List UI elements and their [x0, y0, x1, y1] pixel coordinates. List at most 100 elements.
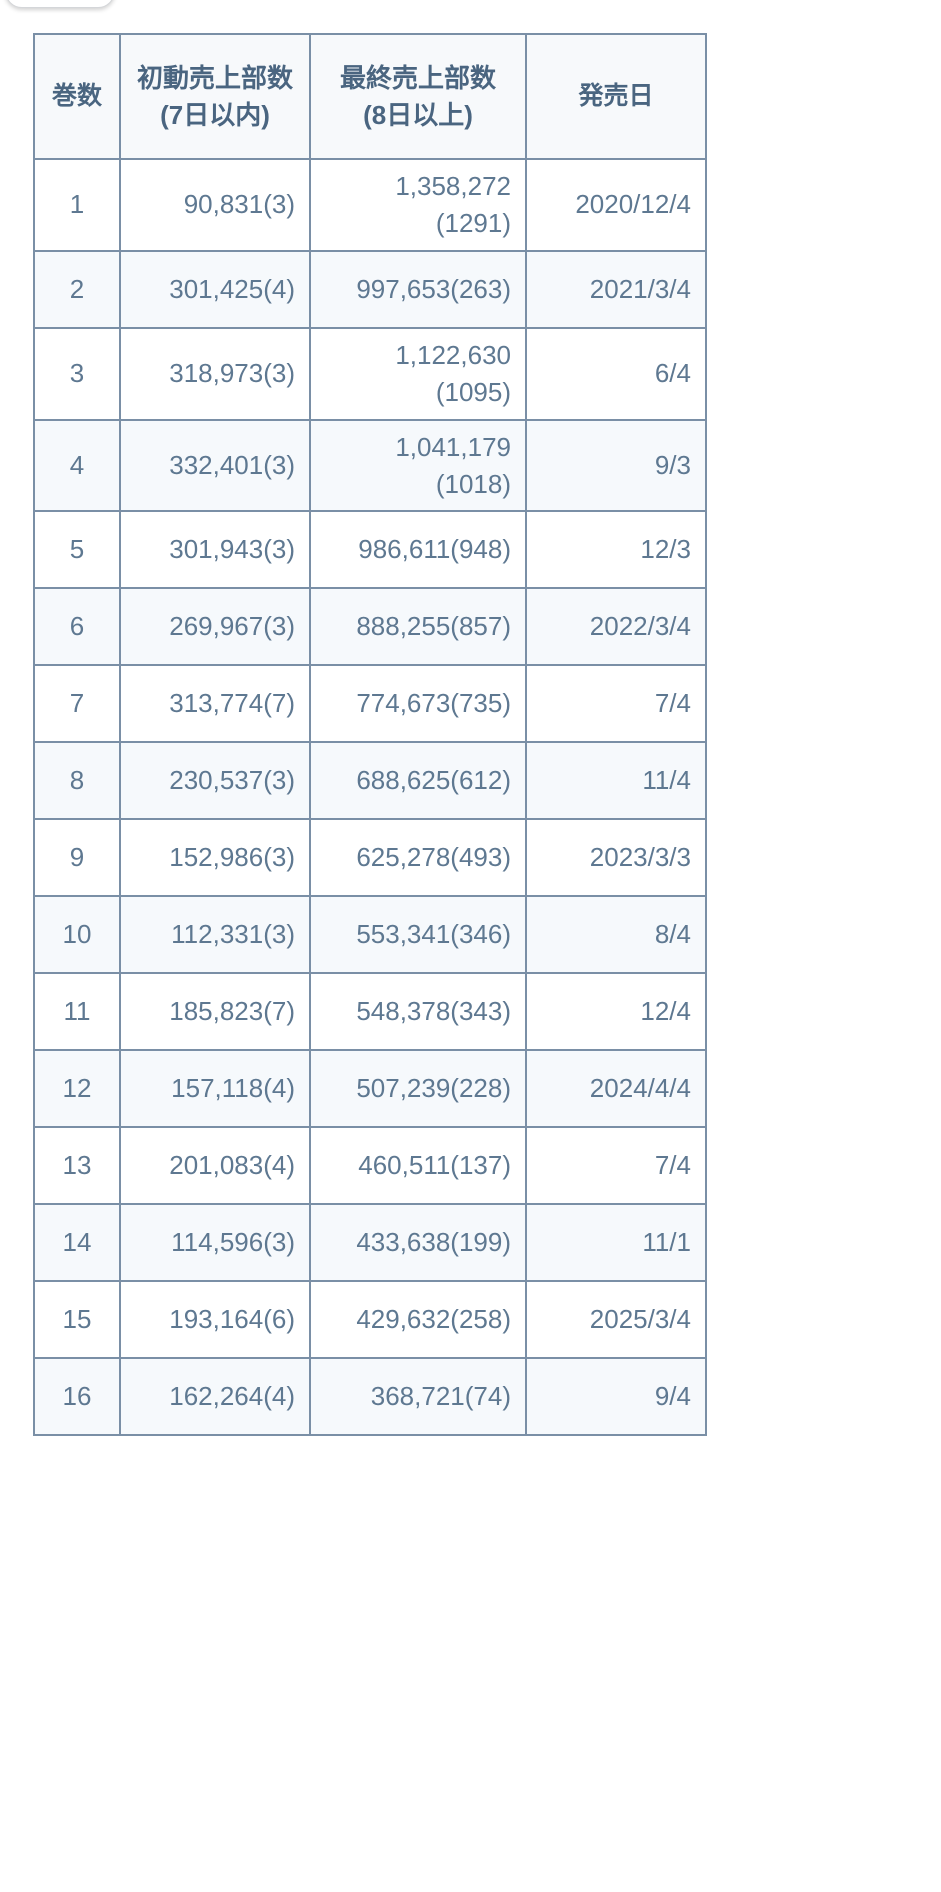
column-header-final-sales: 最終売上部数 (8日以上)	[309, 33, 527, 160]
cell-volume: 14	[33, 1203, 121, 1283]
table-body: 1 90,831(3) 1,358,272 (1291) 2020/12/4 2 301,4…	[33, 158, 707, 1437]
table-row: 13 201,083(4) 460,511(137) 7/4	[33, 1126, 707, 1206]
table-header: 巻数 初動売上部数 (7日以内) 最終売上部数 (8日以上) 発売日	[33, 33, 707, 160]
cell-final-sales-line1: 1,358,272	[395, 171, 511, 201]
table-row: 12 157,118(4) 507,239(228) 2024/4/4	[33, 1049, 707, 1129]
cell-release-date: 12/3	[525, 510, 707, 590]
cell-final-sales: 429,632(258)	[309, 1280, 527, 1360]
cell-final-sales: 997,653(263)	[309, 249, 527, 329]
header-row: 巻数 初動売上部数 (7日以内) 最終売上部数 (8日以上) 発売日	[33, 33, 707, 160]
cell-initial-sales: 90,831(3)	[119, 158, 311, 252]
cell-initial-sales: 230,537(3)	[119, 741, 311, 821]
cell-initial-sales: 313,774(7)	[119, 664, 311, 744]
table-row: 8 230,537(3) 688,625(612) 11/4	[33, 741, 707, 821]
table-row: 2 301,425(4) 997,653(263) 2021/3/4	[33, 249, 707, 329]
cell-volume: 11	[33, 972, 121, 1052]
cell-final-sales-line1: 460,511(137)	[358, 1150, 511, 1181]
table-row: 6 269,967(3) 888,255(857) 2022/3/4	[33, 587, 707, 667]
cell-release-date: 11/4	[525, 741, 707, 821]
cell-volume: 16	[33, 1357, 121, 1437]
cell-final-sales-line2: (1018)	[435, 468, 511, 499]
cell-release-date: 8/4	[525, 895, 707, 975]
cell-volume: 3	[33, 326, 121, 421]
cell-final-sales-line1: 553,341(346)	[356, 919, 511, 950]
cell-release-date: 7/4	[525, 664, 707, 744]
cell-final-sales: 460,511(137)	[309, 1126, 527, 1206]
cell-final-sales-line1: 688,625(612)	[356, 765, 511, 796]
cell-volume: 8	[33, 741, 121, 821]
column-header-initial-sales-line2: (7日以内)	[160, 99, 270, 130]
table-row: 4 332,401(3) 1,041,179 (1018) 9/3	[33, 418, 707, 513]
cell-volume: 5	[33, 510, 121, 590]
column-header-release-date: 発売日	[525, 33, 707, 160]
cell-initial-sales: 332,401(3)	[119, 418, 311, 513]
cell-final-sales: 1,041,179 (1018)	[309, 418, 527, 513]
cell-initial-sales: 201,083(4)	[119, 1126, 311, 1206]
cell-final-sales: 553,341(346)	[309, 895, 527, 975]
cell-final-sales: 548,378(343)	[309, 972, 527, 1052]
cell-volume: 2	[33, 249, 121, 329]
cell-final-sales: 888,255(857)	[309, 587, 527, 667]
cell-final-sales-line1: 507,239(228)	[356, 1073, 511, 1104]
cell-initial-sales: 152,986(3)	[119, 818, 311, 898]
sales-table-container: 巻数 初動売上部数 (7日以内) 最終売上部数 (8日以上) 発売日 1 90,8…	[33, 33, 707, 1437]
cell-release-date: 2021/3/4	[525, 249, 707, 329]
column-header-volume: 巻数	[33, 33, 121, 160]
cell-final-sales-line2: (1095)	[435, 376, 511, 407]
cell-final-sales: 507,239(228)	[309, 1049, 527, 1129]
cell-volume: 13	[33, 1126, 121, 1206]
table-row: 1 90,831(3) 1,358,272 (1291) 2020/12/4	[33, 158, 707, 252]
table-row: 9 152,986(3) 625,278(493) 2023/3/3	[33, 818, 707, 898]
cell-volume: 9	[33, 818, 121, 898]
cell-volume: 10	[33, 895, 121, 975]
cell-initial-sales: 162,264(4)	[119, 1357, 311, 1437]
cell-initial-sales: 185,823(7)	[119, 972, 311, 1052]
cell-release-date: 2020/12/4	[525, 158, 707, 252]
column-header-final-sales-line1: 最終売上部数	[339, 62, 496, 93]
table-row: 3 318,973(3) 1,122,630 (1095) 6/4	[33, 326, 707, 421]
cell-volume: 12	[33, 1049, 121, 1129]
cell-release-date: 9/4	[525, 1357, 707, 1437]
cell-final-sales-line1: 368,721(74)	[370, 1381, 511, 1412]
cell-final-sales: 433,638(199)	[309, 1203, 527, 1283]
cell-final-sales-line1: 1,041,179	[395, 431, 511, 462]
cell-initial-sales: 301,425(4)	[119, 249, 311, 329]
table-row: 11 185,823(7) 548,378(343) 12/4	[33, 972, 707, 1052]
volume-sales-table: 巻数 初動売上部数 (7日以内) 最終売上部数 (8日以上) 発売日 1 90,8…	[33, 33, 707, 1437]
cell-volume: 6	[33, 587, 121, 667]
column-header-final-sales-line2: (8日以上)	[363, 99, 473, 130]
cell-release-date: 12/4	[525, 972, 707, 1052]
cell-release-date: 11/1	[525, 1203, 707, 1283]
cell-initial-sales: 301,943(3)	[119, 510, 311, 590]
column-header-initial-sales: 初動売上部数 (7日以内)	[119, 33, 311, 160]
cell-final-sales: 1,358,272 (1291)	[309, 158, 527, 252]
cell-initial-sales: 114,596(3)	[119, 1203, 311, 1283]
cell-final-sales-line1: 888,255(857)	[356, 611, 511, 642]
table-row: 10 112,331(3) 553,341(346) 8/4	[33, 895, 707, 975]
partial-chip-button[interactable]	[5, 0, 115, 8]
table-row: 16 162,264(4) 368,721(74) 9/4	[33, 1357, 707, 1437]
cell-final-sales-line2: (1291)	[435, 207, 511, 238]
cell-release-date: 7/4	[525, 1126, 707, 1206]
cell-final-sales: 368,721(74)	[309, 1357, 527, 1437]
column-header-initial-sales-line1: 初動売上部数	[136, 62, 293, 93]
cell-initial-sales: 157,118(4)	[119, 1049, 311, 1129]
cell-volume: 7	[33, 664, 121, 744]
table-row: 5 301,943(3) 986,611(948) 12/3	[33, 510, 707, 590]
cell-final-sales: 625,278(493)	[309, 818, 527, 898]
table-row: 14 114,596(3) 433,638(199) 11/1	[33, 1203, 707, 1283]
cell-final-sales-line1: 986,611(948)	[358, 534, 511, 565]
cell-final-sales: 688,625(612)	[309, 741, 527, 821]
table-row: 7 313,774(7) 774,673(735) 7/4	[33, 664, 707, 744]
cell-initial-sales: 269,967(3)	[119, 587, 311, 667]
cell-release-date: 9/3	[525, 418, 707, 513]
cell-final-sales: 774,673(735)	[309, 664, 527, 744]
cell-release-date: 2025/3/4	[525, 1280, 707, 1360]
cell-release-date: 2024/4/4	[525, 1049, 707, 1129]
cell-volume: 4	[33, 418, 121, 513]
cell-final-sales-line1: 433,638(199)	[356, 1227, 511, 1258]
cell-final-sales-line1: 774,673(735)	[356, 688, 511, 719]
cell-final-sales-line1: 1,122,630	[395, 339, 511, 370]
cell-initial-sales: 318,973(3)	[119, 326, 311, 421]
cell-release-date: 6/4	[525, 326, 707, 421]
